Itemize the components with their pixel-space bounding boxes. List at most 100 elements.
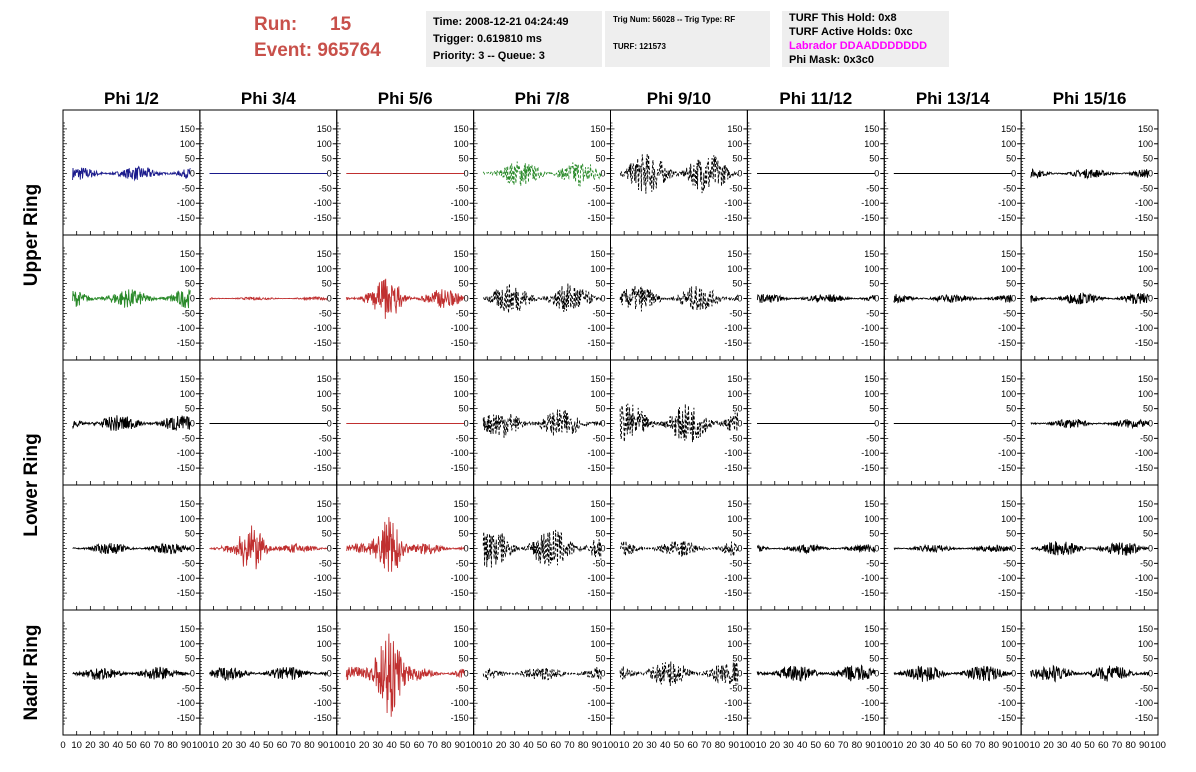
y-tick-label: 0 [190,544,195,554]
y-tick-label: 0 [874,294,879,304]
y-tick-label: -100 [314,448,332,458]
y-tick-label: -50 [729,308,742,318]
y-tick-label: -100 [861,573,879,583]
y-tick-label: 0 [327,419,332,429]
y-tick-label: -150 [177,213,195,223]
y-tick-label: 0 [327,544,332,554]
waveform-trace [345,633,465,717]
x-tick-label: 50 [947,740,958,751]
y-tick-label: 50 [1006,404,1016,414]
y-tick-label: 0 [737,544,742,554]
y-tick-label: 0 [190,669,195,679]
y-tick-label: 50 [459,154,469,164]
y-tick-label: 0 [874,419,879,429]
y-tick-label: -150 [724,213,742,223]
waveform-trace [345,278,465,319]
event-label: Event: [254,40,313,61]
y-tick-label: -50 [1003,308,1016,318]
y-tick-label: -100 [1135,323,1153,333]
y-tick-label: 150 [1138,374,1153,384]
y-tick-label: -150 [1135,213,1153,223]
y-tick-label: 50 [732,654,742,664]
y-tick-label: -100 [587,448,605,458]
column-header: Phi 1/2 [104,89,159,108]
y-tick-label: 50 [1006,529,1016,539]
x-tick-label: 90 [318,740,329,751]
y-tick-label: 150 [1001,624,1016,634]
y-tick-label: 150 [454,624,469,634]
waveform-trace [619,661,739,687]
y-tick-label: -150 [587,463,605,473]
waveform-trace [619,403,739,443]
y-tick-label: -100 [177,448,195,458]
x-tick-label: 10 [345,740,356,751]
y-tick-label: -50 [1003,558,1016,568]
y-tick-label: -150 [998,588,1016,598]
run-label: Run: [254,14,298,35]
y-tick-label: 0 [737,419,742,429]
x-tick-label: 20 [633,740,644,751]
y-tick-label: -50 [456,183,469,193]
y-tick-label: 100 [864,389,879,399]
y-tick-label: 100 [1001,139,1016,149]
x-tick-label: 0 [60,740,65,751]
run-value: 15 [330,14,352,35]
y-tick-label: 150 [180,499,195,509]
x-tick-label: 100 [876,740,892,751]
turf-active-holds-text: TURF Active Holds: 0xc [789,26,913,38]
y-tick-label: 100 [590,389,605,399]
x-tick-label: 10 [756,740,767,751]
x-tick-label: 20 [222,740,233,751]
x-tick-label: 40 [1071,740,1082,751]
y-tick-label: -100 [587,323,605,333]
y-tick-label: -50 [319,683,332,693]
y-tick-label: 150 [727,624,742,634]
y-tick-label: 0 [737,294,742,304]
y-tick-label: 50 [322,529,332,539]
y-tick-label: 0 [1011,419,1016,429]
x-tick-label: 80 [441,740,452,751]
y-tick-label: 50 [1143,279,1153,289]
y-tick-label: -100 [587,698,605,708]
y-tick-label: 50 [869,279,879,289]
y-tick-label: -50 [182,433,195,443]
y-tick-label: -50 [729,683,742,693]
y-tick-label: 150 [590,124,605,134]
y-tick-label: -100 [998,698,1016,708]
waveform-trace [72,289,191,309]
y-tick-label: 150 [454,499,469,509]
y-tick-label: -150 [998,338,1016,348]
x-tick-label: 20 [769,740,780,751]
y-tick-label: -50 [866,433,879,443]
y-tick-label: 150 [317,249,332,259]
y-tick-label: 150 [864,124,879,134]
y-tick-label: -100 [314,573,332,583]
y-tick-label: 150 [180,374,195,384]
y-tick-label: -50 [1003,683,1016,693]
y-tick-label: 50 [185,404,195,414]
x-tick-label: 70 [564,740,575,751]
y-tick-label: -100 [998,323,1016,333]
waveform-trace [482,409,602,438]
y-tick-label: -100 [724,448,742,458]
y-tick-label: -50 [592,308,605,318]
y-tick-label: 150 [454,249,469,259]
waveform-trace [1030,664,1149,683]
y-tick-label: 100 [1138,514,1153,524]
y-tick-label: -100 [177,198,195,208]
y-tick-label: -50 [1140,433,1153,443]
waveform-trace [1030,541,1149,556]
y-tick-label: -100 [724,323,742,333]
y-tick-label: 0 [1011,669,1016,679]
y-tick-label: 0 [874,669,879,679]
y-tick-label: -100 [451,448,469,458]
y-tick-label: 150 [864,249,879,259]
y-tick-label: -100 [1135,448,1153,458]
x-tick-label: 40 [112,740,123,751]
x-tick-label: 70 [290,740,301,751]
waveform-trace [72,415,191,432]
waveform-trace [482,161,602,187]
y-tick-label: -100 [998,573,1016,583]
waveform-trace [756,293,876,304]
